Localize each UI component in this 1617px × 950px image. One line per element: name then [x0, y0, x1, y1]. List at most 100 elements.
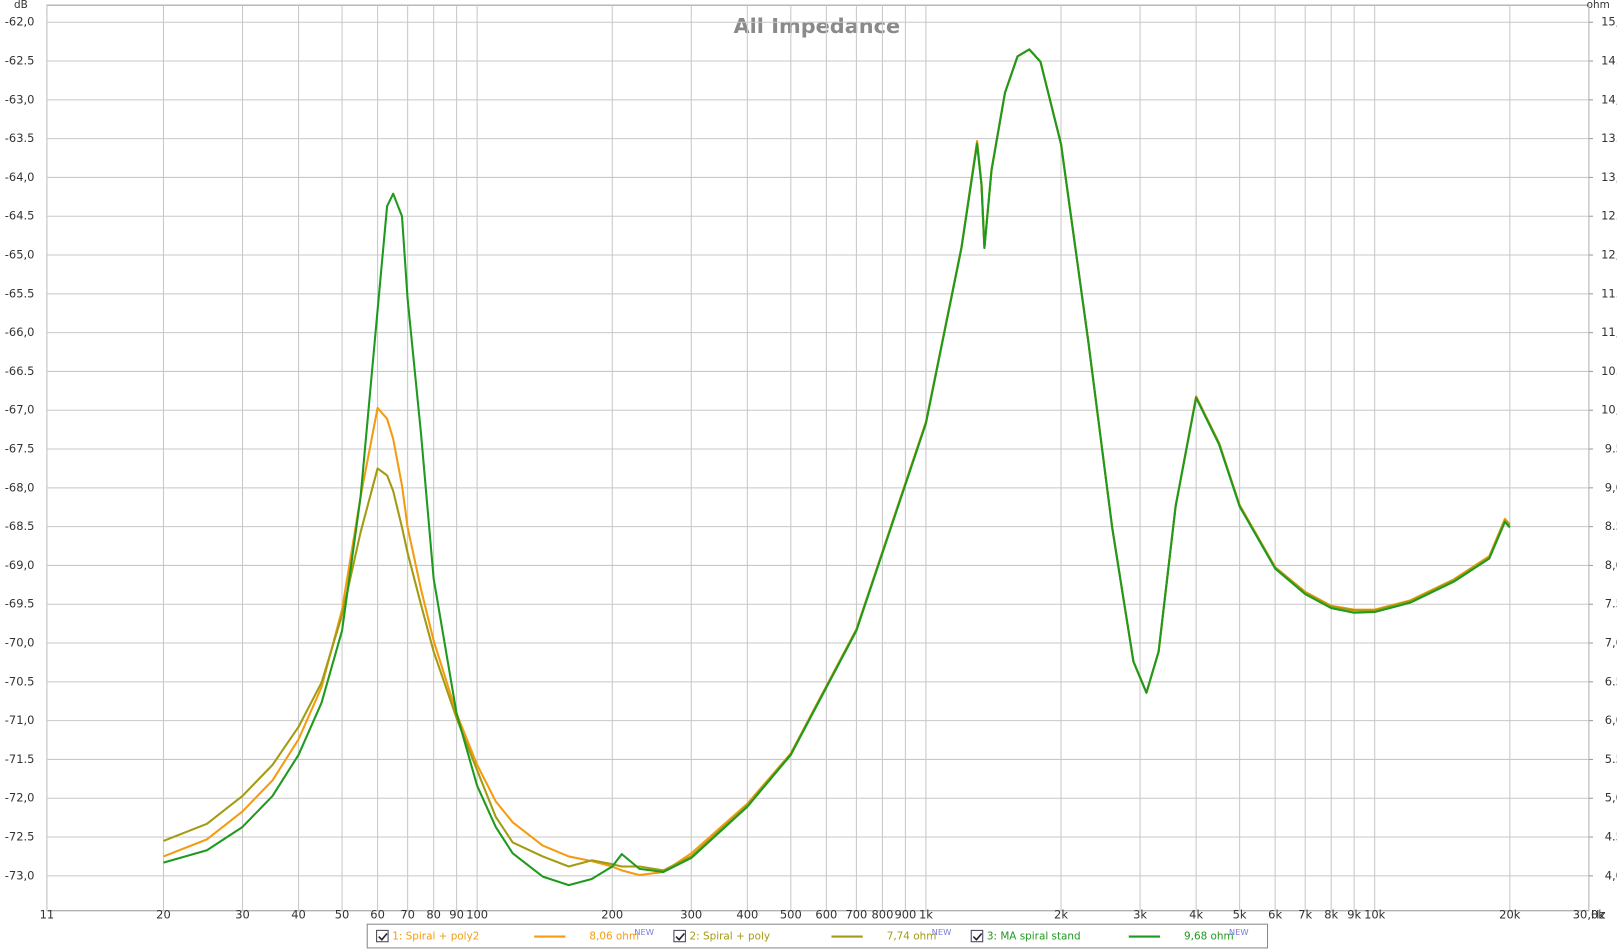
legend-box — [366, 923, 1269, 949]
x-tick-label: 30 — [235, 907, 250, 921]
y-tick-label: -73,0 — [5, 868, 35, 882]
legend-badge: NEW — [1229, 927, 1249, 937]
y2-tick-label: 13.5 — [1601, 131, 1617, 145]
legend-label: 1: Spiral + poly2 — [392, 931, 479, 943]
y-tick-label: -62,0 — [5, 15, 35, 29]
plot-frame — [46, 4, 1590, 912]
y-tick-label: -66,0 — [5, 325, 35, 339]
x-tick-label: 900 — [894, 907, 916, 921]
legend-checkmark — [675, 932, 685, 941]
x-tick-label: 60 — [370, 907, 385, 921]
x-tick-label: 8k — [1324, 907, 1338, 921]
y-tick-label: -72,0 — [5, 791, 35, 805]
legend-checkbox[interactable] — [673, 929, 686, 943]
x-tick-label: 80 — [426, 907, 441, 921]
x-tick-label: 90 — [449, 907, 464, 921]
legend-checkmark — [972, 932, 983, 941]
y-tick-label: -62.5 — [5, 54, 35, 68]
y-tick-label: -70,0 — [5, 636, 35, 650]
y2-tick-label: 12.5 — [1601, 209, 1617, 223]
y2-tick-label: 7,0 — [1605, 636, 1617, 650]
x-tick-label: 600 — [815, 907, 837, 921]
y2-tick-label: 8.5 — [1605, 519, 1617, 533]
legend-badge: NEW — [634, 927, 654, 937]
x-tick-label: 6k — [1268, 907, 1282, 921]
y-tick-label: -71,0 — [5, 713, 35, 727]
y2-tick-label: 4,0 — [1605, 868, 1617, 882]
x-tick-label: 200 — [601, 907, 623, 921]
y-tick-label: -67.5 — [5, 442, 35, 456]
y2-axis-unit: ohm — [1587, 0, 1610, 11]
y2-tick-label: 14.5 — [1601, 54, 1617, 68]
y2-tick-label: 12,0 — [1601, 248, 1617, 262]
x-tick-label: 700 — [845, 907, 867, 921]
y2-tick-label: 11,0 — [1601, 325, 1617, 339]
y-tick-label: -70.5 — [5, 674, 35, 688]
y-tick-label: -64.5 — [5, 209, 35, 223]
x-tick-label: 40 — [291, 907, 306, 921]
x-tick-label: 11 — [40, 907, 55, 921]
x-tick-label: 100 — [466, 907, 488, 921]
y2-tick-label: 8,0 — [1605, 558, 1617, 572]
y-axis-unit: dB — [14, 0, 28, 11]
x-tick-label: 1k — [919, 907, 933, 921]
plot-area — [46, 5, 1594, 911]
y-tick-label: -67,0 — [5, 403, 35, 417]
y2-tick-label: 15,0 — [1601, 15, 1617, 29]
y2-tick-label: 9,0 — [1605, 480, 1617, 494]
x-tick-label: 800 — [871, 907, 893, 921]
x-tick-label: 5k — [1233, 907, 1247, 921]
x-tick-label: 400 — [736, 907, 758, 921]
x-tick-label: 4k — [1189, 907, 1203, 921]
y-tick-label: -68,0 — [5, 480, 35, 494]
x-tick-label: 10k — [1364, 907, 1386, 921]
legend-label: 3: MA spiral stand — [987, 931, 1081, 943]
y2-tick-label: 6.5 — [1605, 674, 1617, 688]
y2-tick-label: 7.5 — [1605, 597, 1617, 611]
y2-tick-label: 11.5 — [1601, 286, 1617, 300]
legend-reading: 9,68 ohm — [1184, 931, 1234, 943]
y2-tick-label: 6,0 — [1605, 713, 1617, 727]
y2-tick-label: 10.5 — [1601, 364, 1617, 378]
y-tick-label: -72.5 — [5, 830, 35, 844]
y-tick-label: -63.5 — [5, 131, 35, 145]
x-tick-label: 70 — [400, 907, 415, 921]
x-axis-unit: Hz — [1591, 907, 1606, 921]
x-tick-label: 20k — [1499, 907, 1521, 921]
y-tick-label: -68.5 — [5, 519, 35, 533]
chart-title: All Impedance — [734, 14, 901, 38]
x-tick-label: 500 — [780, 907, 802, 921]
x-tick-label: 9k — [1347, 907, 1361, 921]
x-tick-label: 7k — [1298, 907, 1312, 921]
y-tick-label: -65.5 — [5, 286, 35, 300]
x-tick-label: 50 — [335, 907, 350, 921]
y-tick-label: -71.5 — [5, 752, 35, 766]
legend-checkmark — [378, 932, 388, 941]
x-tick-label: 300 — [680, 907, 702, 921]
x-tick-label: 3k — [1133, 907, 1147, 921]
y2-tick-label: 5.5 — [1605, 752, 1617, 766]
y-tick-label: -69,0 — [5, 558, 35, 572]
series-line — [163, 48, 1511, 887]
legend-badge: NEW — [932, 927, 952, 937]
y-tick-label: -66.5 — [5, 364, 35, 378]
x-tick-label: 20 — [156, 907, 171, 921]
y2-tick-label: 14,0 — [1601, 92, 1617, 106]
y2-tick-label: 4.5 — [1605, 830, 1617, 844]
y2-tick-label: 13,0 — [1601, 170, 1617, 184]
y2-tick-label: 5,0 — [1605, 791, 1617, 805]
x-tick-label: 2k — [1054, 907, 1068, 921]
y-tick-label: -69.5 — [5, 597, 35, 611]
x-tick-label: 30,0k — [1573, 907, 1606, 921]
legend-label: 2: Spiral + poly — [690, 931, 770, 943]
legend-reading: 8,06 ohm — [589, 931, 639, 943]
y-tick-label: -64,0 — [5, 170, 35, 184]
y2-tick-label: 9.5 — [1605, 442, 1617, 456]
legend-checkbox[interactable] — [970, 929, 984, 943]
legend-reading: 7,74 ohm — [887, 931, 937, 943]
legend-checkbox[interactable] — [376, 929, 389, 943]
